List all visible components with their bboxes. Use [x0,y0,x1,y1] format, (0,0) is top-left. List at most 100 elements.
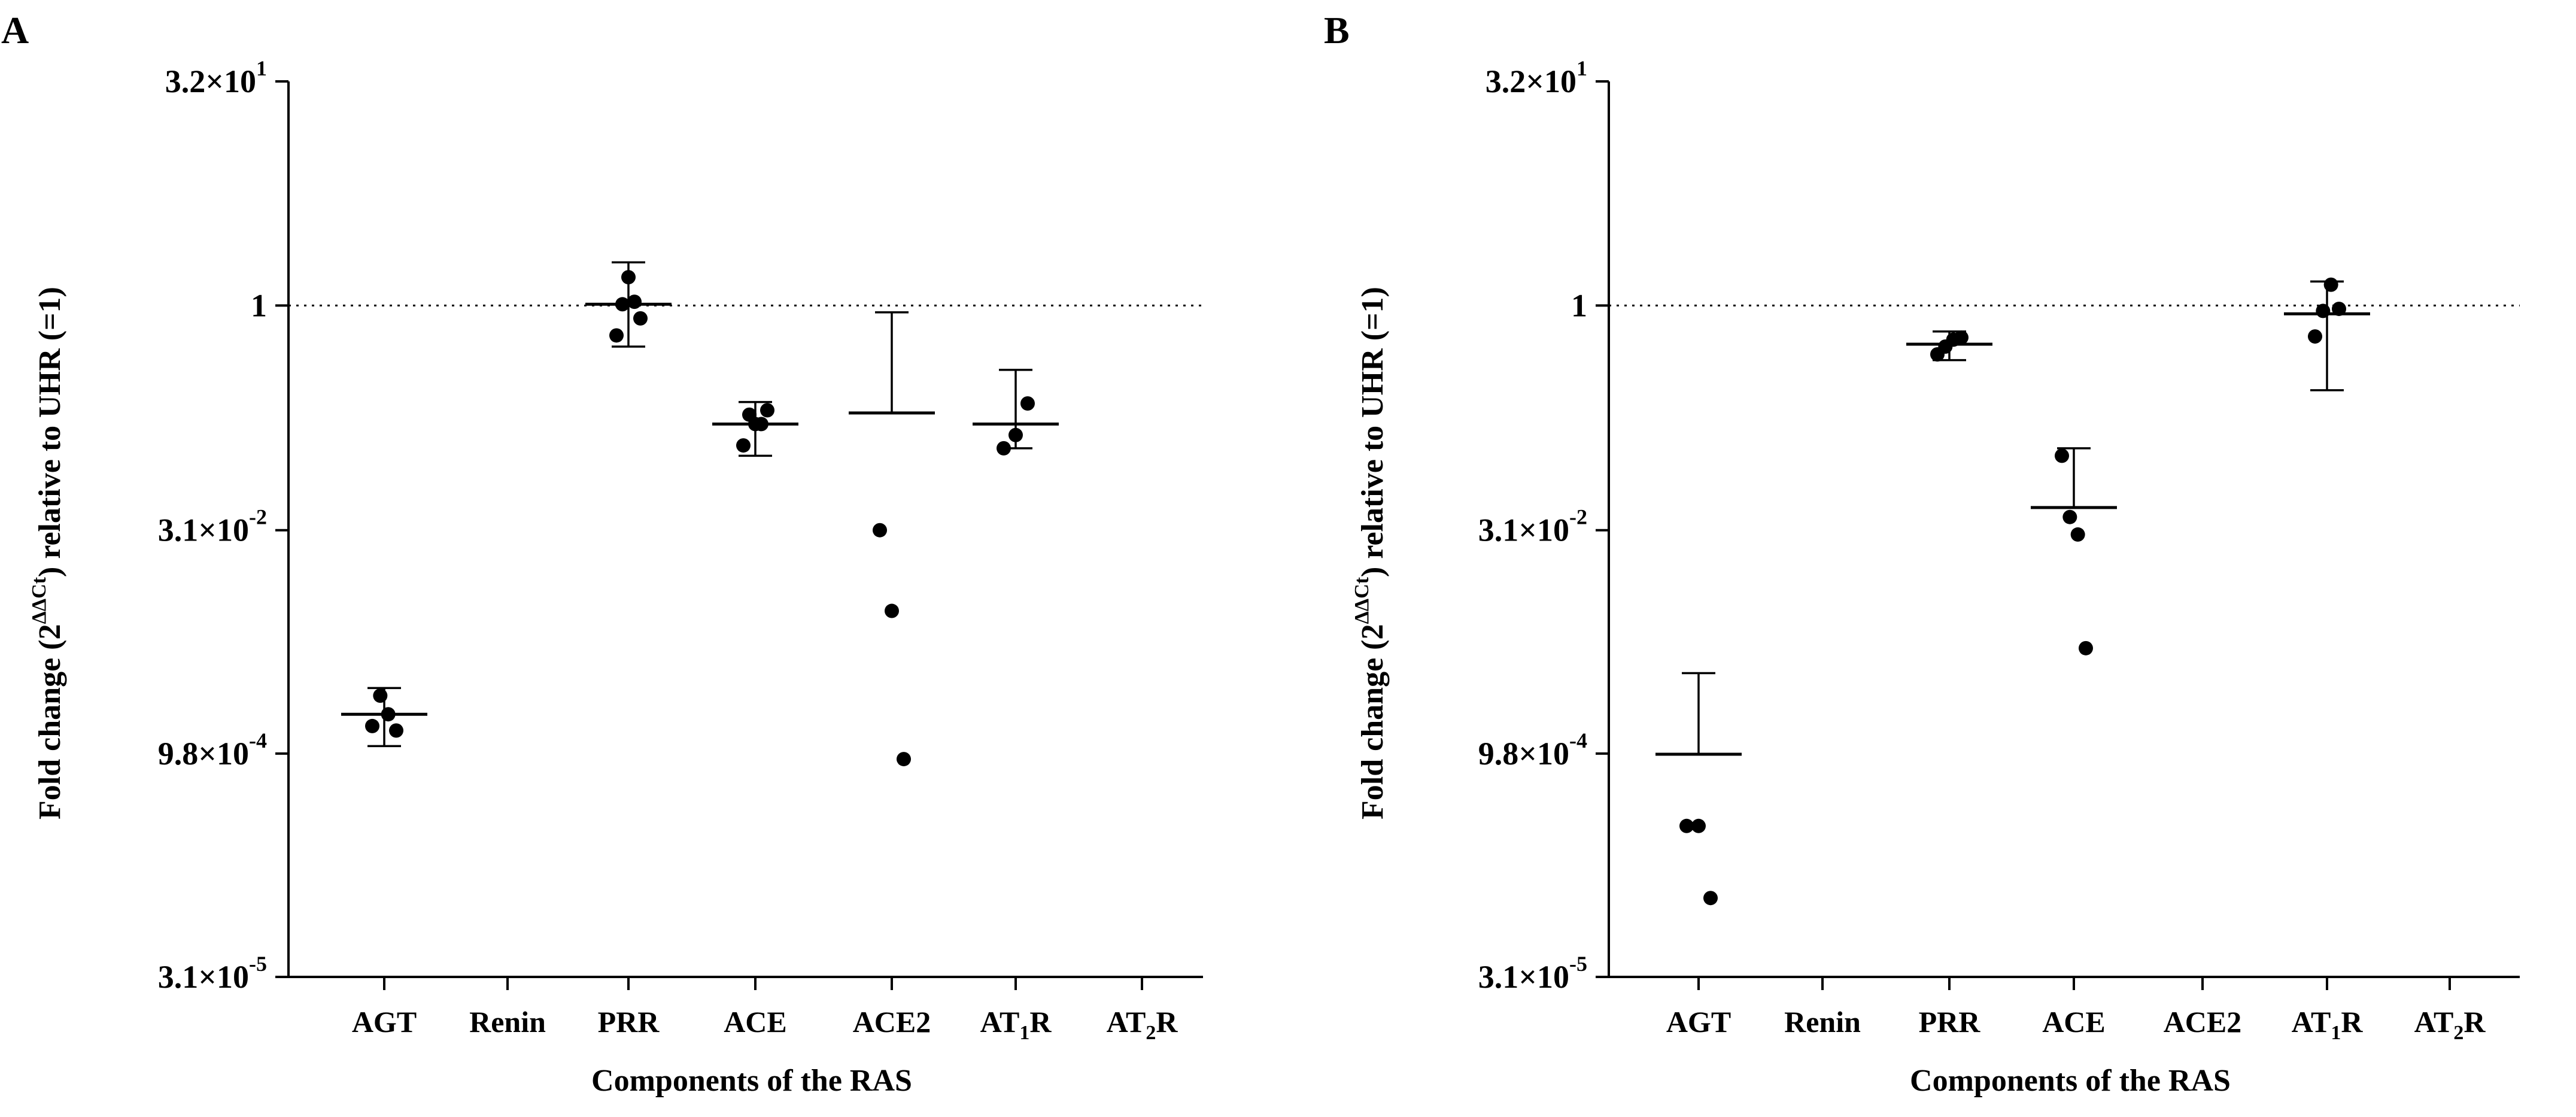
data-group-ace [712,400,798,457]
data-point [873,523,887,538]
data-point [754,417,768,432]
x-tick-label-text: Renin [1784,1005,1861,1039]
data-point [633,311,648,326]
y-tick-mantissa: 3.2×10 [165,63,256,99]
x-tick-label: PRR [1919,1005,1981,1039]
x-tick-label-suffix: R [1156,1005,1178,1039]
y-axis-title: Fold change (2ΔΔCt) relative to UHR (=1) [28,287,67,819]
data-point [381,707,396,722]
x-tick-label-subscript: 1 [1019,1022,1029,1044]
x-tick-label: AGT [352,1005,417,1039]
x-tick-label: AGT [1666,1005,1731,1039]
data-group-agt [341,687,427,748]
x-tick-label-text: ACE2 [853,1005,931,1039]
x-tick-label-suffix: R [2341,1005,2363,1039]
y-tick-exponent: 1 [1576,56,1587,80]
y-tick-mantissa: 1 [1571,287,1587,323]
x-tick-label-text: ACE [724,1005,787,1039]
data-point [1679,818,1694,833]
data-group-at1r [973,369,1059,456]
x-tick-label-text: ACE2 [2164,1005,2242,1039]
y-tick-mantissa: 3.1×10 [158,512,249,548]
x-tick-label-text: AGT [352,1005,417,1039]
data-point [2308,329,2322,344]
data-point [621,270,636,285]
x-tick-label: ACE [2042,1005,2106,1039]
x-axis-title: Components of the RAS [1910,1064,2231,1098]
data-group-ace [2031,447,2117,655]
y-axis-title-superscript: ΔΔCt [28,576,50,624]
x-tick-label-subscript: 2 [1146,1022,1156,1044]
data-group-prr [585,261,672,348]
y-tick-exponent: -4 [249,729,267,752]
data-point [2079,641,2093,655]
y-tick-mantissa: 3.1×10 [1478,512,1569,548]
panel-letter: B [1324,9,1350,51]
x-tick-label: AT2R [1107,1005,1178,1044]
y-tick-label: 3.1×10-5 [158,952,267,995]
y-tick-label: 1 [1571,287,1587,323]
data-point [2055,448,2069,463]
x-tick-label: ACE [724,1005,787,1039]
x-tick-label: Renin [469,1005,546,1039]
y-tick-label: 3.1×10-5 [1478,952,1587,995]
data-point [2070,527,2085,542]
data-point [1703,891,1718,906]
y-tick-exponent: -5 [249,952,267,976]
data-point [1691,818,1706,833]
panel-letter: A [1,9,29,51]
data-point [389,723,403,738]
y-tick-label: 3.2×101 [1486,56,1587,99]
data-point [897,752,911,767]
y-tick-exponent: 1 [256,56,267,80]
y-axis-title: Fold change (2ΔΔCt) relative to UHR (=1) [1351,287,1390,819]
x-axis-title: Components of the RAS [591,1064,912,1098]
x-tick-label-suffix: R [1029,1005,1052,1039]
x-tick-label-text: AT [980,1005,1020,1039]
y-tick-exponent: -5 [1569,952,1587,976]
x-tick-label: AT2R [2414,1005,2486,1044]
y-axis-title-superscript: ΔΔCt [1351,576,1373,624]
data-point [2332,301,2346,316]
x-tick-label-text: AT [2414,1005,2454,1039]
x-tick-label-subscript: 2 [2453,1022,2463,1044]
y-tick-mantissa: 3.1×10 [1478,959,1569,995]
data-group-prr [1906,330,1992,362]
data-point [736,438,751,453]
data-point [615,297,630,312]
data-point [1020,396,1035,411]
y-tick-label: 3.1×10-2 [1478,505,1587,548]
data-point [997,441,1011,456]
y-tick-exponent: -2 [1569,505,1587,529]
data-point [365,718,379,733]
x-tick-label-suffix: R [2463,1005,2486,1039]
y-tick-exponent: -2 [249,505,267,529]
data-point [609,328,624,343]
y-tick-label: 3.1×10-2 [158,505,267,548]
y-axis-title-pre: Fold change (2 [1356,624,1390,819]
x-tick-label: AT1R [2292,1005,2364,1044]
data-group-agt [1655,672,1742,906]
x-tick-label: PRR [598,1005,660,1039]
y-axis-title-pre: Fold change (2 [33,624,67,819]
y-tick-label: 9.8×10-4 [1478,729,1587,772]
x-tick-label-subscript: 1 [2331,1022,2341,1044]
data-point [2323,277,2338,292]
y-tick-exponent: -4 [1569,729,1587,752]
x-tick-label-text: PRR [1919,1005,1981,1039]
data-point [627,295,642,309]
data-group-at1r [2284,277,2370,391]
x-tick-label: AT1R [980,1005,1052,1044]
data-point [885,603,899,618]
data-point [1008,427,1023,442]
x-tick-label: Renin [1784,1005,1861,1039]
data-group-ace2 [849,311,935,767]
data-point [1954,330,1969,345]
x-tick-label: ACE2 [853,1005,931,1039]
y-tick-mantissa: 9.8×10 [1478,736,1569,772]
y-tick-mantissa: 3.1×10 [158,959,249,995]
x-tick-label-text: AT [1107,1005,1146,1039]
data-point [760,403,774,418]
x-tick-label-text: AGT [1666,1005,1731,1039]
y-tick-label: 1 [251,287,267,323]
